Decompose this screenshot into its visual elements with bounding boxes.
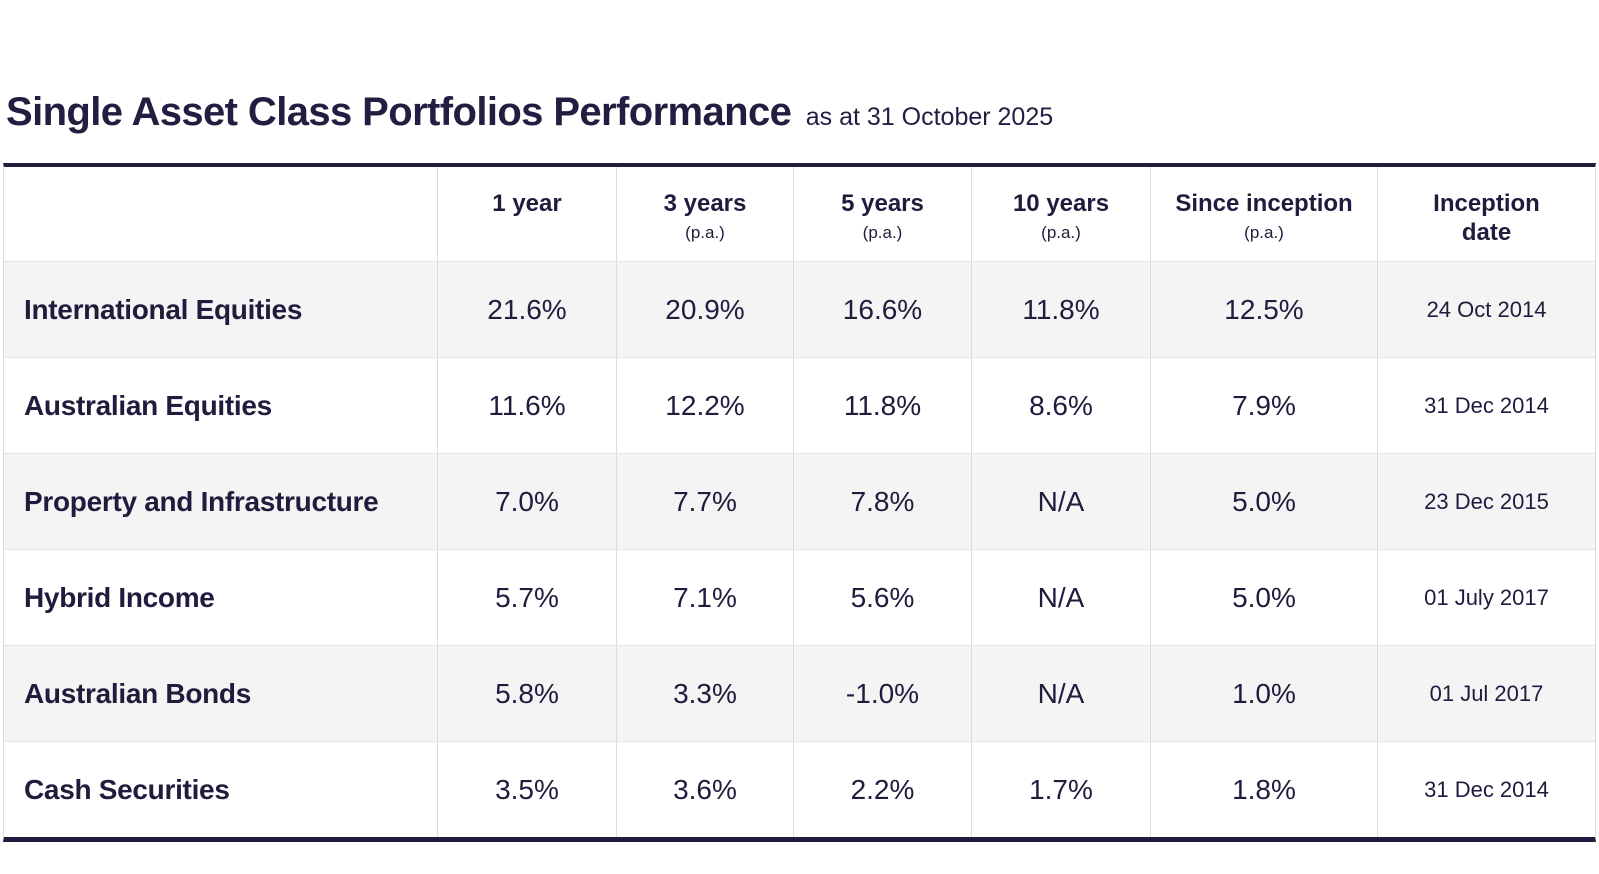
value-cell-10-years: 1.7% [972, 742, 1151, 837]
inception-date-cell: 01 Jul 2017 [1429, 680, 1544, 706]
inception-date-cell: 24 Oct 2014 [1426, 296, 1547, 322]
row-label: Australian Equities [4, 358, 438, 453]
value-cell-5-years: 16.6% [794, 262, 972, 357]
table-row-australian-equities: Australian Equities 11.6% 12.2% 11.8% 8.… [4, 357, 1595, 453]
performance-table: 1 year 3 years (p.a.) 5 years (p.a.) 10 … [3, 163, 1596, 842]
column-header-5-years: 5 years (p.a.) [794, 167, 972, 261]
value-cell-5-years: -1.0% [794, 646, 972, 741]
inception-date-cell: 31 Dec 2014 [1424, 776, 1549, 802]
value-cell-10-years: N/A [972, 454, 1151, 549]
table-row-australian-bonds: Australian Bonds 5.8% 3.3% -1.0% N/A 1.0… [4, 645, 1595, 741]
value-cell-5-years: 2.2% [794, 742, 972, 837]
column-header-3-years: 3 years (p.a.) [617, 167, 794, 261]
column-header-sub: (p.a.) [1244, 222, 1284, 242]
table-row-international-equities: International Equities 21.6% 20.9% 16.6%… [4, 261, 1595, 357]
column-header-label: 3 years [663, 190, 747, 217]
column-header-label: 10 years [1012, 190, 1110, 217]
value-cell-5-years: 7.8% [794, 454, 972, 549]
column-header-inception-date: Inception date [1378, 167, 1595, 261]
table-row-hybrid-income: Hybrid Income 5.7% 7.1% 5.6% N/A 5.0% 01… [4, 549, 1595, 645]
value-cell-10-years: 8.6% [972, 358, 1151, 453]
value-cell-5-years: 11.8% [794, 358, 972, 453]
row-label: Australian Bonds [4, 646, 438, 741]
page-subtitle: as at 31 October 2025 [805, 103, 1054, 131]
value-cell-since-inception: 5.0% [1151, 454, 1378, 549]
value-cell-1-year: 5.8% [438, 646, 617, 741]
inception-date-cell: 23 Dec 2015 [1424, 488, 1549, 514]
value-cell-10-years: 11.8% [972, 262, 1151, 357]
column-header-label: 5 years [841, 190, 924, 217]
column-header-since-inception: Since inception (p.a.) [1151, 167, 1378, 261]
value-cell-3-years: 3.3% [617, 646, 794, 741]
page-title: Single Asset Class Portfolios Performanc… [6, 90, 792, 134]
column-header-10-years: 10 years (p.a.) [972, 167, 1151, 261]
column-header-label: Inception date [1433, 190, 1540, 246]
value-cell-since-inception: 12.5% [1151, 262, 1378, 357]
column-header-blank [4, 167, 438, 261]
table-row-cash-securities: Cash Securities 3.5% 3.6% 2.2% 1.7% 1.8%… [4, 741, 1595, 837]
column-header-sub: (p.a.) [685, 222, 725, 242]
value-cell-3-years: 7.1% [617, 550, 794, 645]
value-cell-3-years: 7.7% [617, 454, 794, 549]
value-cell-1-year: 7.0% [438, 454, 617, 549]
table-header-row: 1 year 3 years (p.a.) 5 years (p.a.) 10 … [4, 167, 1595, 261]
value-cell-3-years: 3.6% [617, 742, 794, 837]
value-cell-since-inception: 1.0% [1151, 646, 1378, 741]
value-cell-3-years: 12.2% [617, 358, 794, 453]
row-label: International Equities [4, 262, 438, 357]
page: Single Asset Class Portfolios Performanc… [0, 0, 1599, 842]
inception-date-cell: 01 July 2017 [1424, 584, 1549, 610]
column-header-1-year: 1 year [438, 167, 617, 261]
value-cell-since-inception: 7.9% [1151, 358, 1378, 453]
value-cell-since-inception: 5.0% [1151, 550, 1378, 645]
column-header-sub: (p.a.) [1041, 222, 1081, 242]
table-row-property-and-infrastructure: Property and Infrastructure 7.0% 7.7% 7.… [4, 453, 1595, 549]
value-cell-1-year: 11.6% [438, 358, 617, 453]
value-cell-since-inception: 1.8% [1151, 742, 1378, 837]
value-cell-5-years: 5.6% [794, 550, 972, 645]
value-cell-3-years: 20.9% [617, 262, 794, 357]
row-label: Hybrid Income [4, 550, 438, 645]
column-header-sub: (p.a.) [862, 222, 903, 242]
row-label: Cash Securities [4, 742, 438, 837]
value-cell-10-years: N/A [972, 646, 1151, 741]
inception-date-cell: 31 Dec 2014 [1424, 392, 1549, 418]
value-cell-1-year: 5.7% [438, 550, 617, 645]
row-label: Property and Infrastructure [4, 454, 438, 549]
value-cell-1-year: 21.6% [438, 262, 617, 357]
value-cell-1-year: 3.5% [438, 742, 617, 837]
column-header-label: 1 year [492, 190, 562, 217]
title-block: Single Asset Class Portfolios Performanc… [0, 0, 1599, 135]
column-header-label: Since inception [1175, 190, 1353, 217]
value-cell-10-years: N/A [972, 550, 1151, 645]
